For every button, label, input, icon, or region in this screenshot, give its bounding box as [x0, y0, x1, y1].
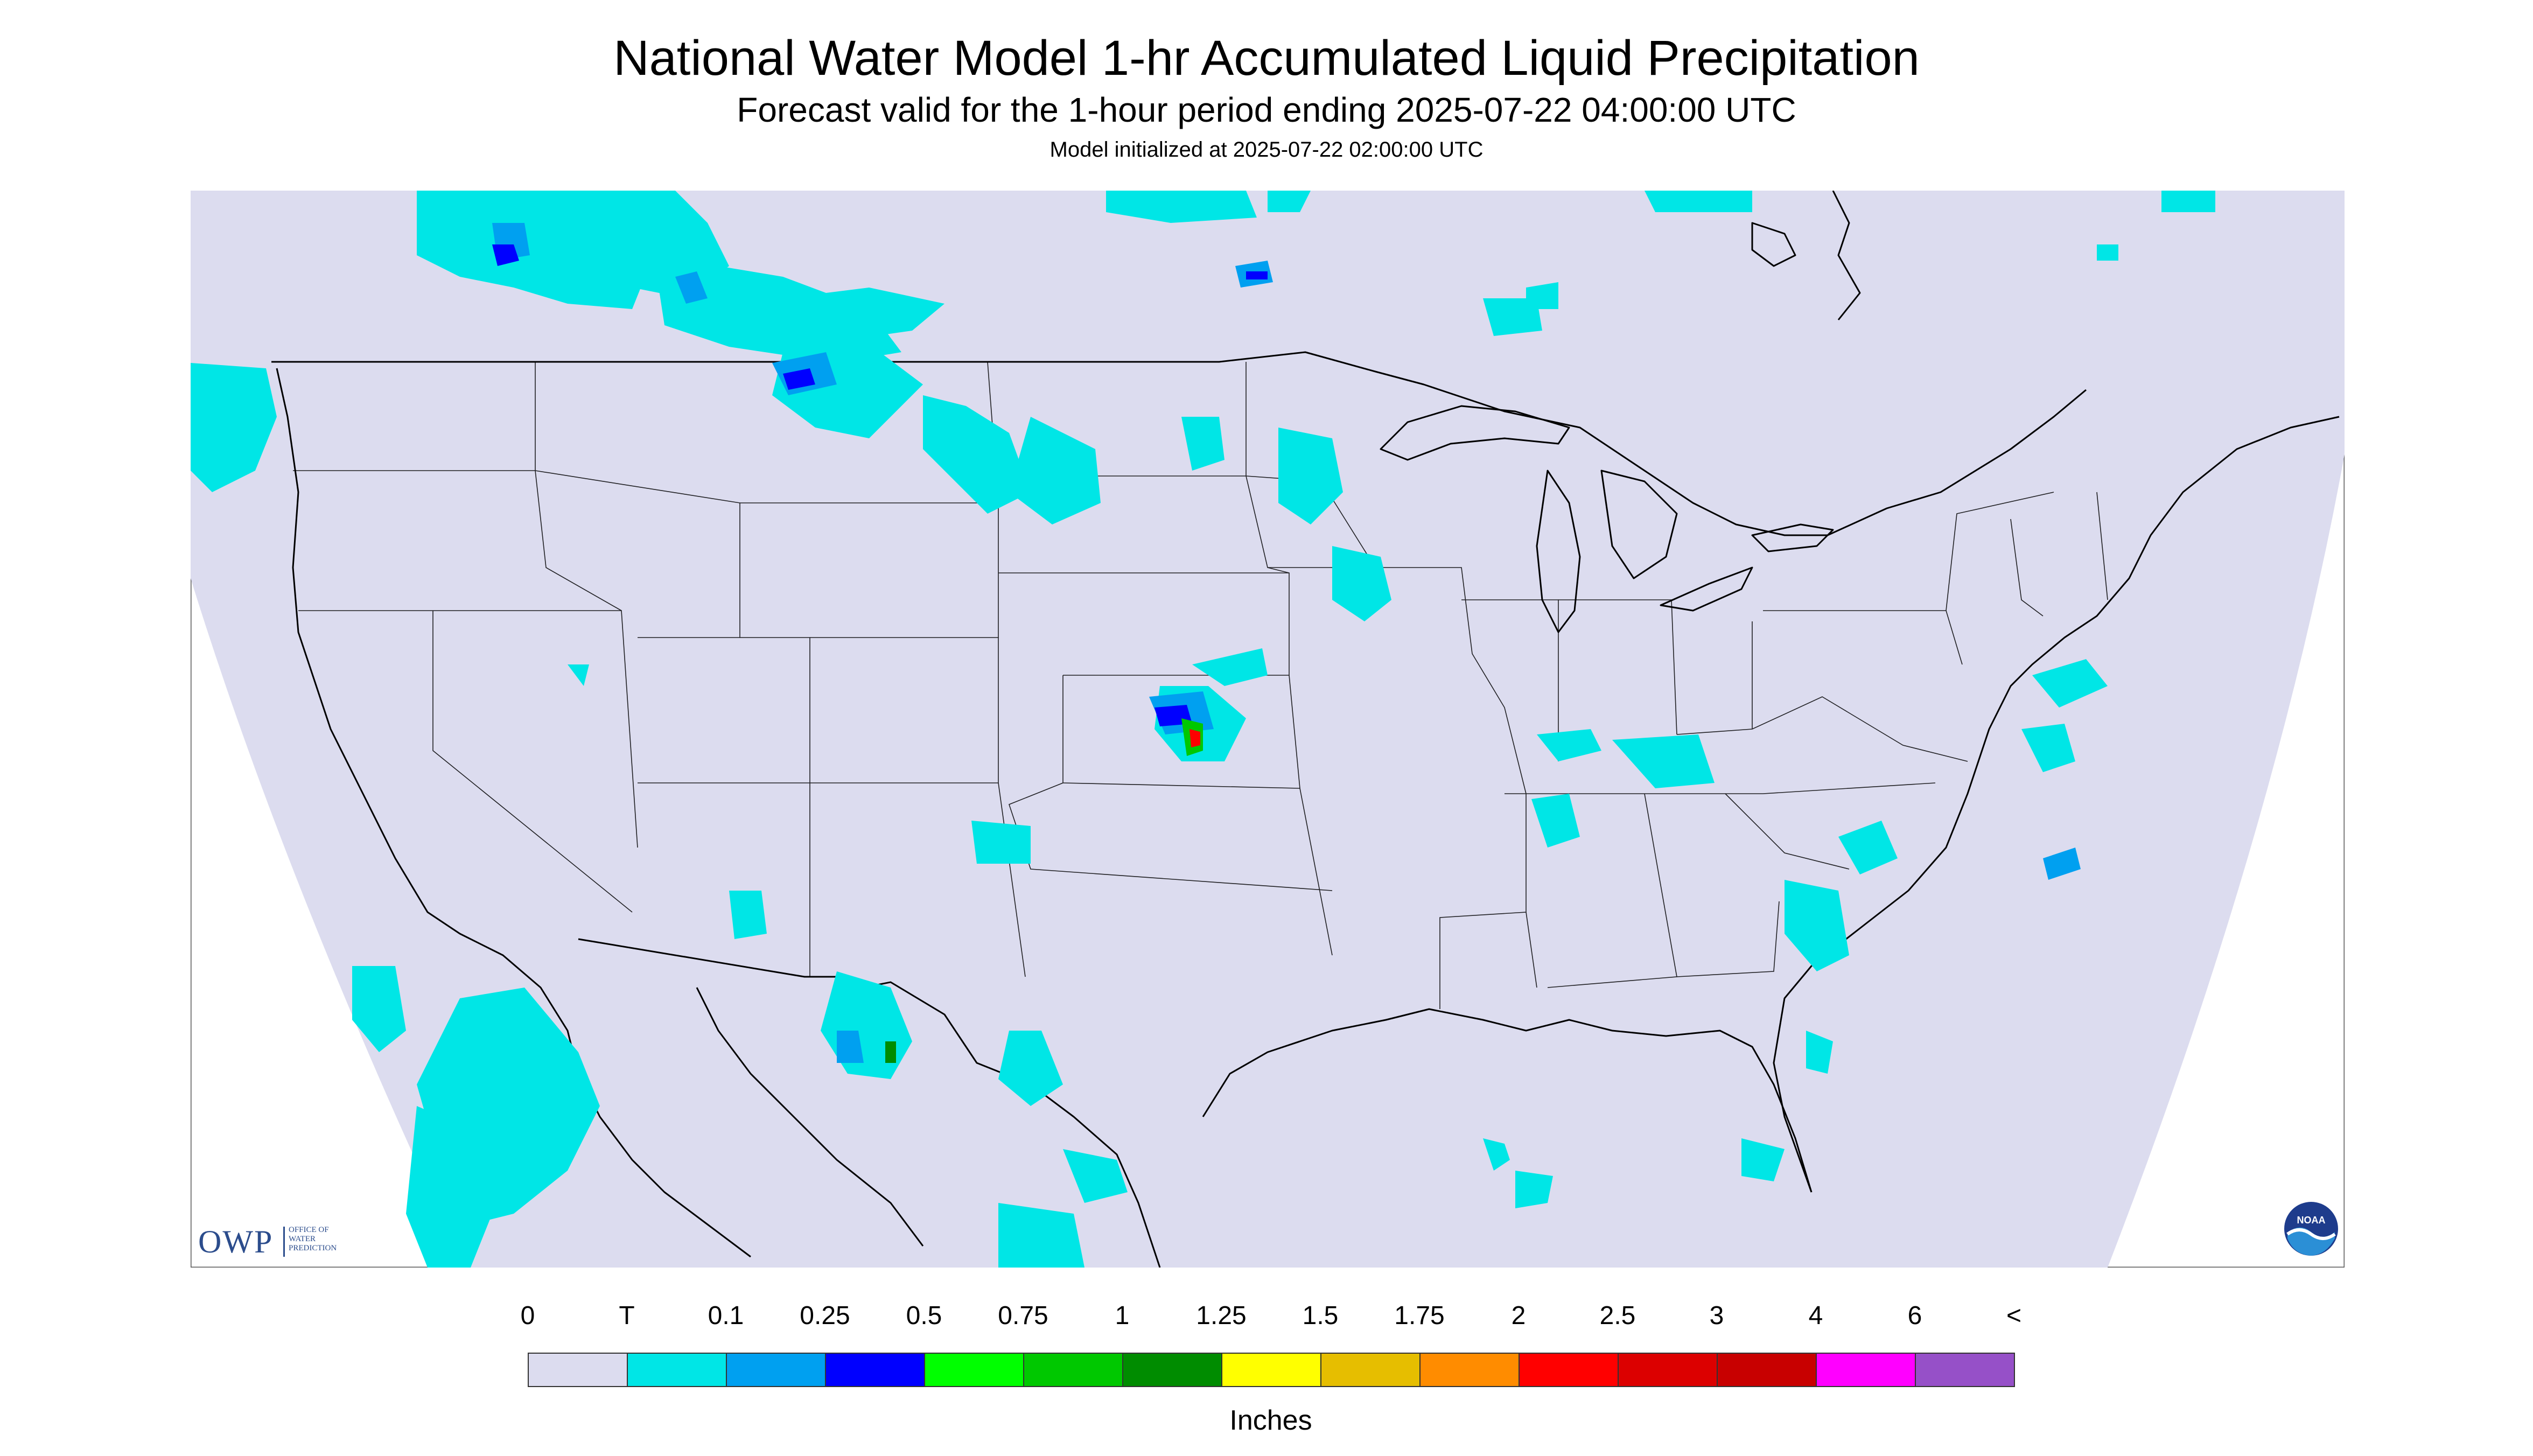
legend-swatch [924, 1353, 1024, 1387]
legend-swatch [1023, 1353, 1123, 1387]
legend-label: 1.75 [1394, 1301, 1445, 1330]
legend-units: Inches [1229, 1405, 1312, 1436]
legend-label: 0.5 [906, 1301, 942, 1330]
legend-swatch [726, 1353, 826, 1387]
legend-swatch [1419, 1353, 1520, 1387]
owp-logo-line3: Prediction [289, 1244, 337, 1252]
owp-logo: OWP Office of Water Prediction [198, 1222, 376, 1260]
model-init-line: Model initialized at 2025-07-22 02:00:00… [1049, 138, 1484, 162]
legend-swatch [1915, 1353, 2015, 1387]
lake-michigan [1536, 470, 1581, 633]
canada-us-border [271, 351, 2087, 536]
legend-label: 2.5 [1599, 1301, 1636, 1330]
noaa-logo-icon: NOAA [2284, 1202, 2338, 1256]
legend-swatch [627, 1353, 727, 1387]
lake-huron [1600, 470, 1678, 579]
legend-label: 0 [520, 1301, 535, 1330]
legend-swatch [1717, 1353, 1817, 1387]
legend-label: 4 [1808, 1301, 1823, 1330]
boundaries [271, 191, 2340, 1268]
legend-label: 6 [1907, 1301, 1922, 1330]
owp-logo-divider [283, 1227, 285, 1257]
gulf-coast [1202, 1008, 1813, 1193]
legend-label: 0.25 [800, 1301, 850, 1330]
legend-label: 1.25 [1196, 1301, 1247, 1330]
legend-swatch [1816, 1353, 1916, 1387]
pacific-coast [276, 368, 579, 1074]
owp-logo-line2: Water [289, 1235, 316, 1243]
legend-label: T [619, 1301, 635, 1330]
legend-label: 1.5 [1302, 1301, 1339, 1330]
lake-superior [1380, 405, 1570, 461]
lake-erie [1660, 566, 1753, 612]
model-domain [191, 191, 2345, 1268]
precip-heavy-areas [492, 244, 1268, 1063]
legend-swatch [1221, 1353, 1321, 1387]
hudson-bay-shore [1751, 191, 1861, 320]
legend-swatch [528, 1353, 628, 1387]
noaa-logo-text: NOAA [2297, 1215, 2326, 1226]
map-title: National Water Model 1-hr Accumulated Li… [613, 31, 1920, 86]
map-subtitle: Forecast valid for the 1-hour period end… [737, 90, 1796, 129]
legend-label: 1 [1115, 1301, 1130, 1330]
legend-label: 3 [1709, 1301, 1724, 1330]
legend-swatch [1618, 1353, 1718, 1387]
lake-ontario [1751, 523, 1834, 552]
legend-label: < [2006, 1301, 2022, 1330]
legend-label: 0.75 [998, 1301, 1048, 1330]
owp-logo-mark: OWP [198, 1224, 274, 1259]
legend-swatch [1122, 1353, 1222, 1387]
precipitation-map [191, 191, 2345, 1268]
legend-label: 0.1 [708, 1301, 744, 1330]
legend-label: 2 [1511, 1301, 1526, 1330]
atlantic-coast [1773, 416, 2340, 1193]
legend-colorbar [528, 1353, 2015, 1387]
legend-swatch [1519, 1353, 1619, 1387]
legend-swatch [825, 1353, 925, 1387]
legend-swatch [1320, 1353, 1421, 1387]
us-mexico-border [578, 938, 1161, 1268]
owp-logo-text: Office of Water Prediction [289, 1226, 380, 1253]
owp-logo-line1: Office of [289, 1226, 329, 1234]
precip-legend: 0 T 0.1 0.25 0.5 0.75 1 1.25 1.5 1.75 2 2.5 3 4 6 < Inc… [521, 1301, 2021, 1435]
